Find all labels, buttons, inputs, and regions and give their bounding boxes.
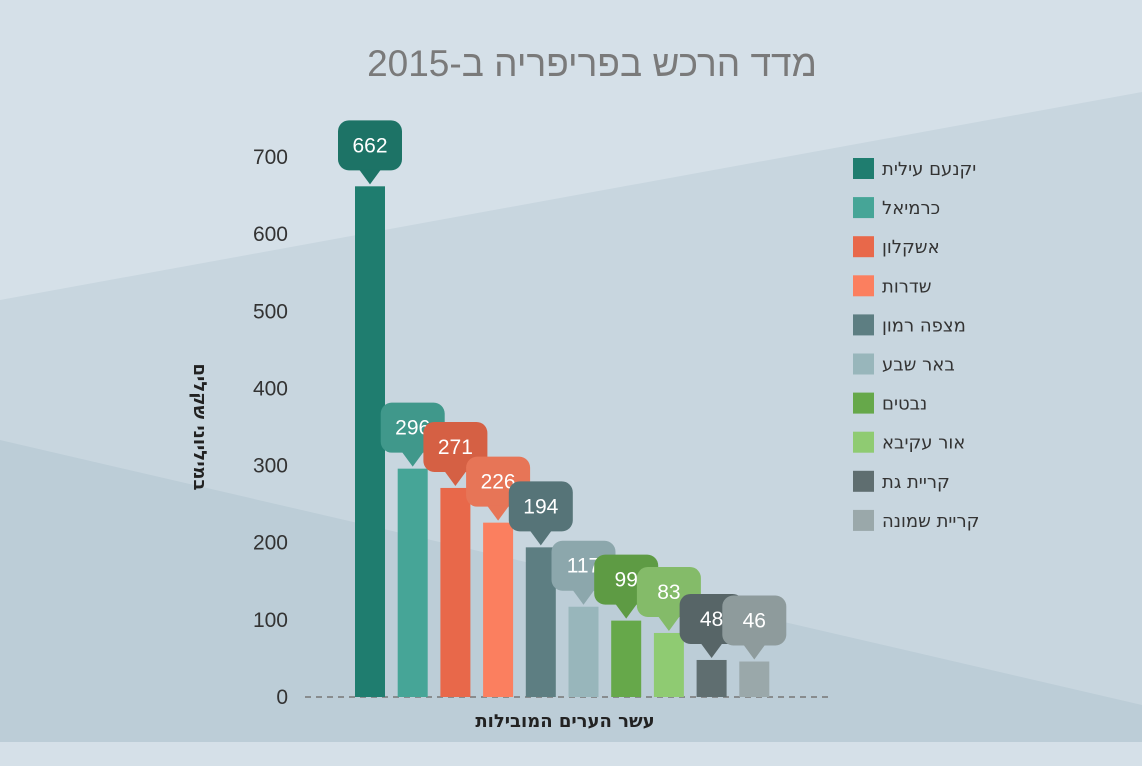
legend-item: קריית גת <box>853 470 950 493</box>
legend-item: באר שבע <box>853 353 955 376</box>
data-label-box <box>722 595 787 646</box>
bar-series <box>355 186 770 698</box>
data-labels: 662 296 271 226 194 117 99 83 48 46 <box>338 120 787 660</box>
background-bottom-strip <box>0 742 1142 766</box>
data-label-pointer <box>401 451 424 467</box>
chart-title: מדד הרכש בפריפריה ב-2015 <box>367 43 817 84</box>
legend-item: שדרות <box>853 275 931 297</box>
legend-label: קריית שמונה <box>882 511 979 532</box>
bar <box>525 547 556 697</box>
legend-swatch <box>853 275 874 297</box>
y-tick-label: 200 <box>253 532 288 555</box>
legend-item: אור עקיבא <box>853 431 965 454</box>
data-label-box <box>508 481 573 532</box>
bar <box>568 606 599 697</box>
legend-swatch <box>853 158 874 179</box>
legend-label: קריית גת <box>882 472 950 493</box>
legend-label: כרמיאל <box>882 198 940 219</box>
y-tick-label: 700 <box>253 146 288 169</box>
legend-swatch <box>853 314 874 336</box>
data-label-pointer <box>487 505 510 521</box>
y-tick-label: 400 <box>253 377 288 400</box>
data-label-pointer <box>700 642 723 658</box>
legend-item: אשקלון <box>853 236 940 258</box>
bar <box>483 522 514 697</box>
data-label-pointer <box>359 169 381 185</box>
data-label: 99 <box>615 569 638 592</box>
data-label: 194 <box>523 495 558 518</box>
data-label: 226 <box>481 471 516 494</box>
data-label: 117 <box>567 555 600 578</box>
legend-swatch <box>853 197 874 219</box>
bar <box>739 661 770 697</box>
background-band-bottom <box>0 440 1142 766</box>
legend-swatch <box>853 236 874 258</box>
y-tick-label: 300 <box>253 455 288 478</box>
legend-swatch <box>853 470 874 492</box>
data-label-pointer <box>529 530 552 546</box>
data-label-pointer <box>615 603 638 619</box>
x-axis-title: עשר הערים המובילות <box>475 711 654 732</box>
legend-label: נבטים <box>882 394 927 415</box>
data-label: 48 <box>700 608 723 631</box>
legend-item: מצפה רמון <box>853 314 966 336</box>
bar <box>611 620 642 697</box>
data-label-pointer <box>657 615 680 631</box>
legend: יקנעם עילית כרמיאל אשקלון שדרות מצפה רמון באר… <box>853 158 979 532</box>
legend-item: יקנעם עילית <box>853 158 976 180</box>
bar <box>696 659 727 697</box>
legend-label: באר שבע <box>882 355 955 376</box>
bar <box>440 487 471 697</box>
y-axis-ticks: 0 100 200 300 400 500 600 700 <box>253 146 288 709</box>
legend-item: כרמיאל <box>853 197 940 219</box>
legend-label: שדרות <box>882 276 931 297</box>
data-label: 83 <box>657 581 680 604</box>
legend-swatch <box>853 353 874 375</box>
legend-label: אשקלון <box>882 237 940 258</box>
y-tick-label: 100 <box>253 609 288 632</box>
legend-item: קריית שמונה <box>853 509 979 532</box>
legend-item: נבטים <box>853 392 927 415</box>
y-tick-label: 500 <box>253 300 288 323</box>
y-tick-label: 600 <box>253 223 288 246</box>
data-label: 271 <box>438 436 473 459</box>
data-label-callout: 46 <box>722 595 787 660</box>
data-label-callout: 662 <box>338 120 402 185</box>
data-label-pointer <box>572 589 595 605</box>
bar <box>653 632 684 697</box>
legend-swatch <box>853 431 874 453</box>
data-label: 296 <box>395 417 430 440</box>
y-axis-title: במיליוני שקלים <box>189 363 210 490</box>
legend-swatch <box>853 392 874 414</box>
bar <box>355 186 385 698</box>
legend-label: מצפה רמון <box>882 315 966 336</box>
legend-label: אור עקיבא <box>882 433 965 454</box>
y-tick-label: 0 <box>276 686 288 709</box>
data-label: 46 <box>743 610 766 633</box>
data-label: 662 <box>352 134 387 157</box>
legend-swatch <box>853 509 874 531</box>
bar <box>397 468 428 697</box>
data-label-callout: 194 <box>508 481 573 546</box>
data-label-box <box>338 120 402 171</box>
legend-label: יקנעם עילית <box>882 159 976 180</box>
data-label-pointer <box>444 470 467 486</box>
data-label-pointer <box>743 644 766 660</box>
